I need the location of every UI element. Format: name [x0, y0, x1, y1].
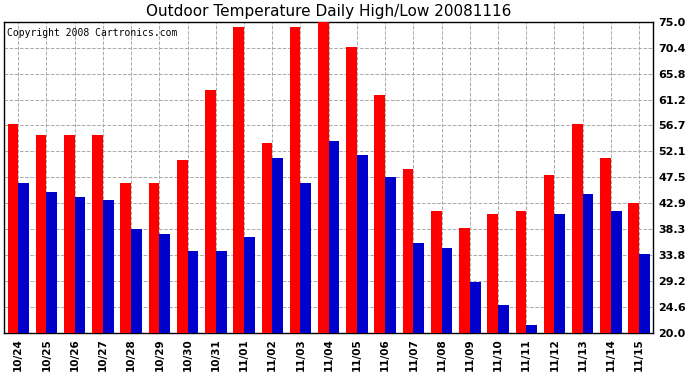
Bar: [131, 230, 142, 333]
Bar: [442, 248, 453, 333]
Bar: [572, 124, 582, 333]
Bar: [159, 234, 170, 333]
Bar: [290, 27, 300, 333]
Bar: [36, 135, 46, 333]
Bar: [244, 237, 255, 333]
Bar: [233, 27, 244, 333]
Bar: [273, 158, 283, 333]
Bar: [555, 214, 565, 333]
Bar: [177, 160, 188, 333]
Bar: [611, 211, 622, 333]
Bar: [262, 144, 273, 333]
Bar: [8, 124, 18, 333]
Bar: [600, 158, 611, 333]
Bar: [470, 282, 480, 333]
Bar: [318, 22, 328, 333]
Title: Outdoor Temperature Daily High/Low 20081116: Outdoor Temperature Daily High/Low 20081…: [146, 4, 511, 19]
Text: Copyright 2008 Cartronics.com: Copyright 2008 Cartronics.com: [8, 28, 178, 38]
Bar: [103, 200, 114, 333]
Bar: [92, 135, 103, 333]
Bar: [515, 211, 526, 333]
Bar: [205, 90, 216, 333]
Bar: [357, 155, 368, 333]
Bar: [64, 135, 75, 333]
Bar: [46, 192, 57, 333]
Bar: [629, 203, 639, 333]
Bar: [385, 177, 396, 333]
Bar: [216, 251, 226, 333]
Bar: [375, 95, 385, 333]
Bar: [403, 169, 413, 333]
Bar: [431, 211, 442, 333]
Bar: [487, 214, 498, 333]
Bar: [459, 228, 470, 333]
Bar: [544, 175, 555, 333]
Bar: [75, 197, 86, 333]
Bar: [300, 183, 311, 333]
Bar: [121, 183, 131, 333]
Bar: [413, 243, 424, 333]
Bar: [346, 47, 357, 333]
Bar: [498, 305, 509, 333]
Bar: [639, 254, 650, 333]
Bar: [328, 141, 339, 333]
Bar: [526, 325, 537, 333]
Bar: [582, 194, 593, 333]
Bar: [148, 183, 159, 333]
Bar: [188, 251, 198, 333]
Bar: [18, 183, 29, 333]
